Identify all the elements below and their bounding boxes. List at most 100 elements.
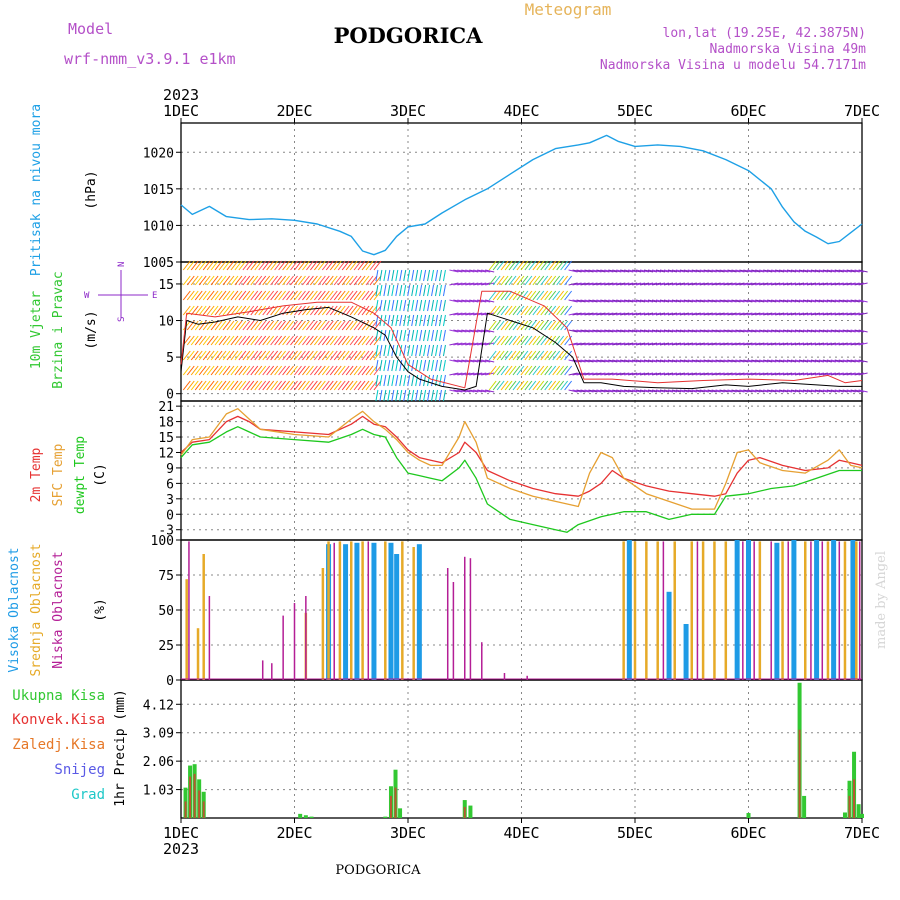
wind-barb (620, 389, 630, 393)
wind-barb (431, 344, 435, 357)
wind-barb (842, 282, 852, 286)
wind-barb (763, 389, 773, 393)
wind-barb (802, 329, 813, 333)
cloud-mid-bar (338, 541, 342, 680)
wind-barb (186, 350, 195, 361)
wind-barb (663, 329, 674, 333)
wind-barb (313, 335, 322, 346)
wind-barb (274, 380, 283, 391)
wind-barb (309, 320, 318, 331)
wind-barb (560, 275, 569, 286)
x-tick-label-top: 5DEC (617, 102, 653, 120)
wind-unit: (m/s) (84, 310, 99, 349)
cloud-low-bar (452, 582, 455, 680)
wind-barb (691, 342, 701, 346)
wind-barb (399, 299, 403, 312)
wind-barb (427, 389, 431, 402)
wind-barb (616, 329, 626, 333)
wind-barb (369, 290, 378, 301)
wind-barb (798, 299, 809, 303)
wind-barb (442, 344, 446, 357)
wind-barb (683, 299, 693, 303)
wind-barb (564, 275, 573, 286)
wind-barb (715, 342, 725, 346)
wind-barb (556, 380, 565, 391)
wind-barb (818, 282, 828, 286)
wind-barb (361, 290, 370, 301)
wind-barb (270, 350, 279, 361)
wind-barb (759, 282, 769, 286)
wind-barb (302, 365, 310, 376)
wind-barb (790, 299, 801, 303)
wind-barb (438, 284, 442, 297)
wind-barb (580, 312, 590, 316)
wind-barb (353, 350, 362, 361)
wind-barb (556, 260, 565, 271)
wind-barb (695, 372, 705, 376)
wind-barb (743, 359, 753, 363)
wind-barb (763, 299, 773, 303)
model-elevation-label: Nadmorska Visina u modelu 54.7171m (600, 58, 866, 73)
wind-barb (262, 380, 271, 391)
wind-barb (822, 389, 832, 393)
wind-barb (365, 350, 374, 361)
wind-barb (345, 320, 354, 331)
wind-barb (353, 365, 362, 376)
wind-barb (524, 380, 533, 391)
wind-barb (711, 282, 721, 286)
wind-barb (477, 372, 487, 376)
wind-barb (329, 275, 338, 286)
wind-barb (814, 372, 825, 376)
wind-barb (357, 335, 366, 346)
wind-barb (775, 312, 785, 316)
wind-barb (723, 359, 733, 363)
wind-barb (814, 299, 825, 303)
wind-barb (508, 350, 517, 361)
wind-barb (695, 329, 705, 333)
wind-barb (274, 350, 283, 361)
wind-barb (703, 359, 713, 363)
wind-barb (771, 372, 781, 376)
wind-barb (679, 359, 689, 363)
wind-barb (254, 335, 263, 346)
wind-barb (230, 350, 239, 361)
wind-barb (431, 359, 435, 372)
wind-barb (407, 344, 411, 357)
wind-barb (850, 359, 860, 363)
wind-barb (246, 380, 255, 391)
wind-barb (679, 329, 689, 333)
wind-barb (399, 269, 403, 282)
temp-ytick-label: 15 (158, 431, 174, 446)
wind-barb (596, 342, 606, 346)
wind-barb (369, 335, 378, 346)
wind-barb (453, 342, 463, 346)
wind-barb (544, 290, 553, 301)
wind-barb (532, 260, 541, 271)
wind-barb (592, 359, 602, 363)
wind-barb (512, 350, 521, 361)
wind-barb (218, 290, 227, 301)
wind-barb (683, 269, 693, 273)
wind-barb (719, 359, 729, 363)
wind-barb (325, 350, 334, 361)
cloud-low-bar (367, 541, 370, 680)
wind-barb (449, 359, 459, 363)
wind-barb (858, 282, 868, 286)
wind-barb (254, 320, 263, 331)
wind-barb (202, 365, 211, 376)
wind-barb (383, 284, 387, 297)
wind-barb (190, 365, 199, 376)
wind-barb (620, 282, 630, 286)
wind-barb (520, 350, 529, 361)
cloud-high-bar (831, 540, 837, 680)
wind-barb (794, 282, 805, 286)
wind-barb (226, 365, 235, 376)
wind-barb (755, 269, 765, 273)
wind-barb (532, 290, 541, 301)
wind-barb (298, 275, 306, 286)
wind-barb (767, 282, 777, 286)
wind-barb (206, 365, 215, 376)
wind-barb (520, 335, 529, 346)
precip-total-bar (746, 813, 751, 818)
wind-barb (258, 335, 267, 346)
